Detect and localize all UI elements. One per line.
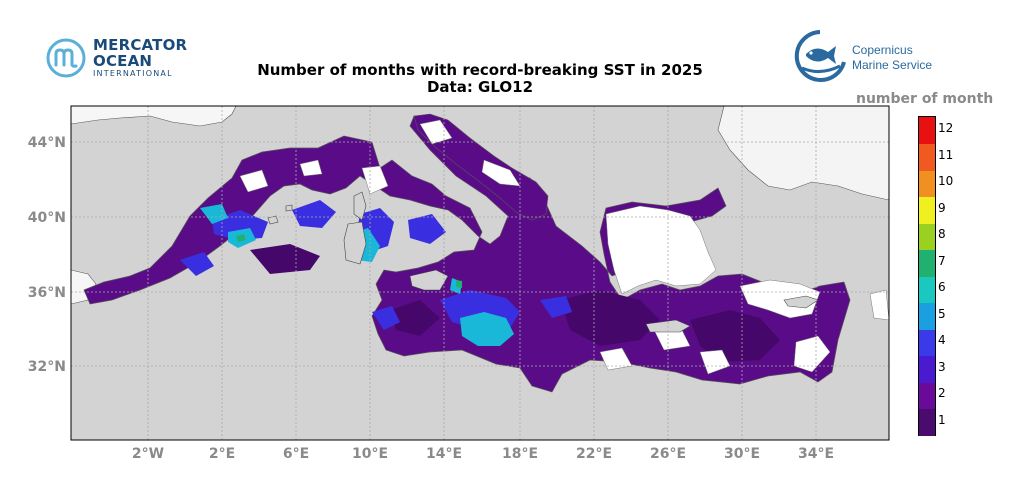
colorbar-tick-6: 6 [938, 280, 946, 295]
lon-tick-6e: 6°E [283, 446, 309, 462]
sicily-island [409, 269, 449, 291]
colorbar-tick-11: 11 [938, 147, 954, 162]
colorbar-label: number of month [856, 91, 994, 107]
lon-tick-18e: 18°E [502, 446, 538, 462]
colorbar-segment-3 [919, 355, 935, 383]
mercator-logo: MERCATOR OCEAN INTERNATIONAL [46, 36, 196, 82]
aegean-no-record [605, 205, 717, 295]
map-title: Number of months with record-breaking SS… [257, 61, 703, 79]
colorbar-tick-7: 7 [938, 253, 946, 268]
map-frame [70, 105, 890, 441]
lon-tick-26e: 26°E [650, 446, 686, 462]
colorbar-segment-7 [919, 249, 935, 277]
mercator-name-line1: MERCATOR [93, 36, 188, 54]
colorbar-segment-12 [919, 117, 935, 144]
mercator-m-icon [46, 38, 86, 78]
mercator-name-line2: OCEAN [93, 52, 153, 70]
colorbar-segment-4 [919, 329, 935, 356]
colorbar-segment-11 [919, 143, 935, 171]
lat-tick-36: 36°N [28, 285, 66, 301]
lon-tick-34e: 34°E [798, 446, 834, 462]
colorbar-segment-2 [919, 382, 935, 409]
colorbar-segment-1 [919, 408, 935, 436]
colorbar-segment-8 [919, 223, 935, 250]
lon-tick-14e: 14°E [426, 446, 462, 462]
colorbar-tick-12: 12 [938, 121, 954, 136]
mercator-name-line3: INTERNATIONAL [93, 69, 173, 78]
colorbar-tick-3: 3 [938, 359, 946, 374]
colorbar-segment-5 [919, 302, 935, 330]
atlantic-water [71, 106, 237, 127]
colorbar-tick-4: 4 [938, 333, 946, 348]
adriatic-sea [413, 113, 549, 221]
colorbar-tick-8: 8 [938, 227, 946, 242]
lon-tick-10e: 10°E [352, 446, 388, 462]
colorbar-tick-1: 1 [938, 412, 946, 427]
lat-tick-44: 44°N [28, 135, 66, 151]
lat-tick-32: 32°N [28, 359, 66, 375]
cyprus-island [783, 295, 819, 309]
map-subtitle: Data: GLO12 [426, 78, 534, 96]
corsica-island [353, 191, 367, 221]
copernicus-fish-icon [794, 30, 846, 82]
lat-tick-40: 40°N [28, 210, 66, 226]
colorbar-segment-6 [919, 276, 935, 303]
colorbar-tick-5: 5 [938, 306, 946, 321]
copernicus-name-line2: Marine Service [852, 58, 933, 72]
lon-tick-22e: 22°E [576, 446, 612, 462]
lon-tick-2e: 2°E [209, 446, 235, 462]
colorbar-tick-10: 10 [938, 174, 954, 189]
colorbar [918, 116, 936, 436]
copernicus-logo: Copernicus Marine Service [792, 28, 952, 84]
colorbar-segment-9 [919, 196, 935, 224]
colorbar-tick-2: 2 [938, 386, 946, 401]
colorbar-tick-9: 9 [938, 200, 946, 215]
copernicus-name-line1: Copernicus [852, 43, 913, 57]
lon-tick-30e: 30°E [724, 446, 760, 462]
sardinia-island [343, 221, 367, 265]
colorbar-segment-10 [919, 170, 935, 197]
lon-tick-2w: 2°W [132, 446, 164, 462]
black-sea-water [717, 106, 889, 201]
